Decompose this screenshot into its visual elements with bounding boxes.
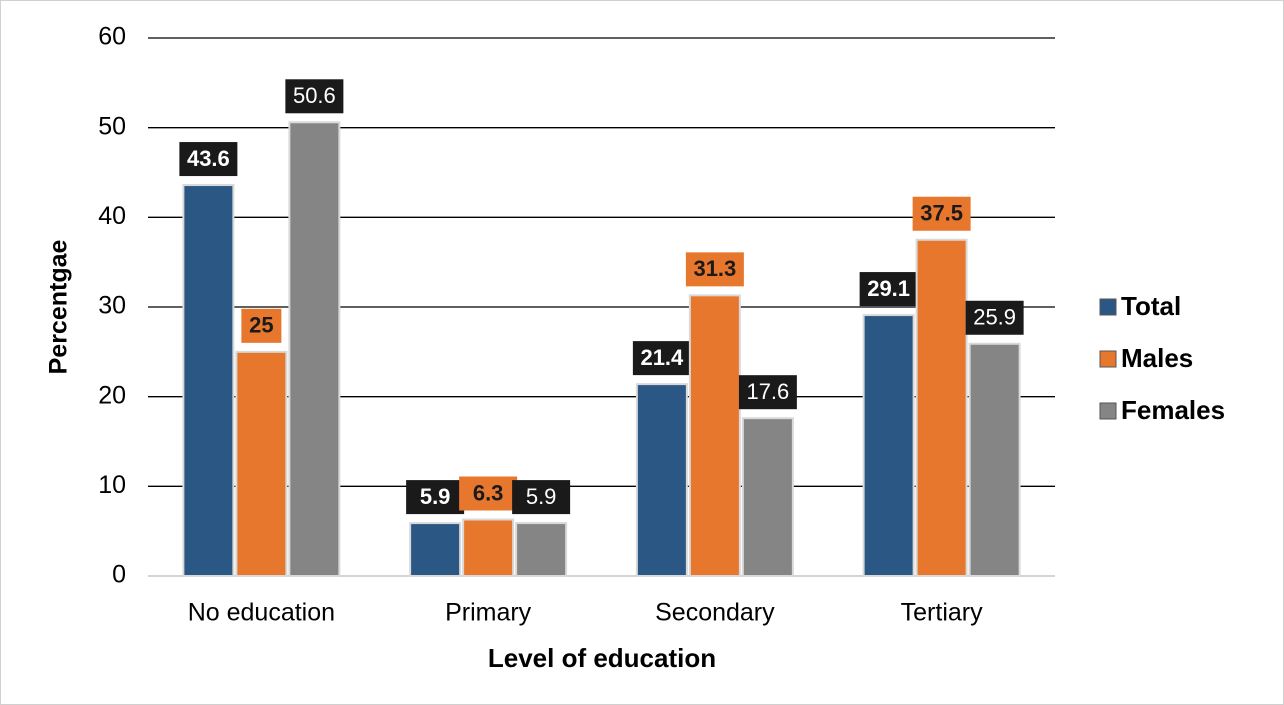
value-label: 6.3	[473, 480, 504, 505]
x-tick-label: No education	[188, 599, 335, 627]
bar	[915, 238, 968, 577]
value-label: 17.6	[746, 379, 789, 404]
x-tick-label: Secondary	[655, 599, 775, 627]
x-tick-label: Primary	[445, 599, 532, 627]
legend-swatch	[1099, 402, 1117, 420]
y-tick-label: 50	[98, 112, 126, 140]
value-label: 43.6	[187, 146, 230, 171]
bar	[462, 518, 515, 578]
value-label-bg	[241, 308, 282, 343]
value-label: 37.5	[920, 201, 963, 226]
x-tick-label: Tertiary	[901, 599, 983, 627]
y-tick-label: 20	[98, 381, 126, 409]
value-label: 5.9	[420, 484, 451, 509]
y-tick-label: 40	[98, 202, 126, 230]
value-label: 21.4	[640, 345, 684, 370]
value-label: 25	[249, 313, 273, 338]
bar	[635, 383, 688, 578]
value-label-bg	[179, 142, 238, 177]
value-label-bg	[632, 341, 691, 376]
value-label: 50.6	[293, 83, 336, 108]
value-label-bg	[406, 480, 465, 515]
y-tick-label: 10	[98, 471, 126, 499]
bar	[741, 417, 794, 578]
value-label: 25.9	[973, 305, 1016, 330]
value-label: 31.3	[693, 256, 736, 281]
legend-label: Males	[1121, 343, 1193, 373]
bar	[182, 184, 235, 577]
value-label-bg	[912, 196, 971, 231]
bar	[409, 522, 462, 578]
legend-label: Total	[1121, 291, 1181, 321]
value-label-bg	[738, 375, 797, 410]
legend-swatch	[1099, 350, 1117, 368]
x-axis-title: Level of education	[488, 643, 716, 673]
bar	[862, 314, 915, 577]
bar	[515, 522, 568, 578]
bar	[688, 294, 741, 577]
y-axis-title: Percentgae	[45, 240, 73, 375]
bar	[288, 121, 341, 578]
legend-label: Females	[1121, 395, 1225, 425]
value-label: 29.1	[867, 276, 910, 301]
legend-swatch	[1099, 298, 1117, 316]
value-label-bg	[512, 480, 571, 515]
value-label-bg	[459, 476, 518, 511]
y-tick-label: 60	[98, 23, 126, 51]
y-tick-label: 30	[98, 292, 126, 320]
y-tick-label: 0	[112, 561, 126, 589]
value-label-bg	[285, 79, 344, 114]
bar	[235, 350, 288, 578]
bar	[968, 342, 1021, 577]
value-label-bg	[965, 300, 1024, 335]
value-label-bg	[859, 272, 918, 307]
value-label: 5.9	[526, 484, 557, 509]
value-label-bg	[685, 252, 744, 287]
